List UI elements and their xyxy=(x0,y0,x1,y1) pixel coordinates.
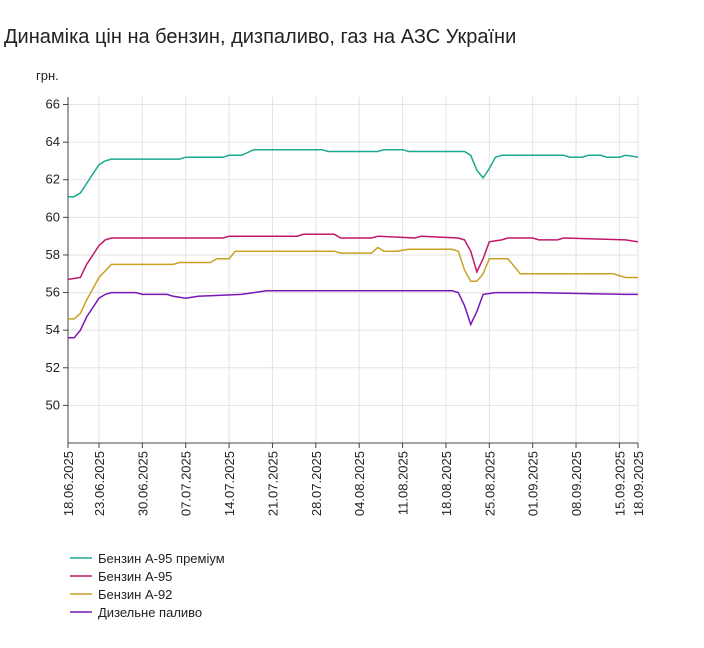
x-tick-label: 18.08.2025 xyxy=(439,451,454,516)
x-tick-label: 11.08.2025 xyxy=(396,451,411,515)
x-tick-label: 30.06.2025 xyxy=(135,451,150,516)
y-tick-label: 66 xyxy=(46,97,60,112)
legend-label: Дизельне паливо xyxy=(98,605,202,620)
y-tick-label: 54 xyxy=(46,322,60,337)
y-tick-label: 60 xyxy=(46,209,60,224)
x-tick-label: 04.08.2025 xyxy=(352,451,367,516)
x-tick-label: 23.06.2025 xyxy=(92,451,107,516)
series-line xyxy=(68,246,638,320)
x-tick-label: 18.06.2025 xyxy=(61,451,76,516)
chart-title: Динаміка цін на бензин, дизпаливо, газ н… xyxy=(4,26,516,48)
legend-label: Бензин А-95 xyxy=(98,569,172,584)
x-tick-label: 28.07.2025 xyxy=(309,451,324,516)
y-tick-label: 56 xyxy=(46,285,60,300)
y-tick-label: 58 xyxy=(46,247,60,262)
y-tick-label: 62 xyxy=(46,172,60,187)
legend-label: Бензин А-92 xyxy=(98,587,172,602)
x-tick-label: 08.09.2025 xyxy=(569,451,584,516)
y-tick-label: 64 xyxy=(46,134,60,149)
x-tick-label: 14.07.2025 xyxy=(222,451,237,516)
x-tick-label: 21.07.2025 xyxy=(265,451,280,516)
x-tick-label: 01.09.2025 xyxy=(526,451,541,516)
y-tick-label: 52 xyxy=(46,360,60,375)
y-tick-label: 50 xyxy=(46,397,60,412)
x-tick-label: 18.09.2025 xyxy=(631,451,646,516)
y-axis-label: грн. xyxy=(36,68,59,83)
series-line xyxy=(68,289,638,339)
series-line xyxy=(68,148,639,198)
legend-label: Бензин А-95 преміум xyxy=(98,551,225,566)
series-line xyxy=(67,233,639,281)
x-tick-label: 15.09.2025 xyxy=(612,451,627,516)
x-tick-label: 07.07.2025 xyxy=(179,451,194,516)
x-tick-label: 25.08.2025 xyxy=(482,451,497,516)
